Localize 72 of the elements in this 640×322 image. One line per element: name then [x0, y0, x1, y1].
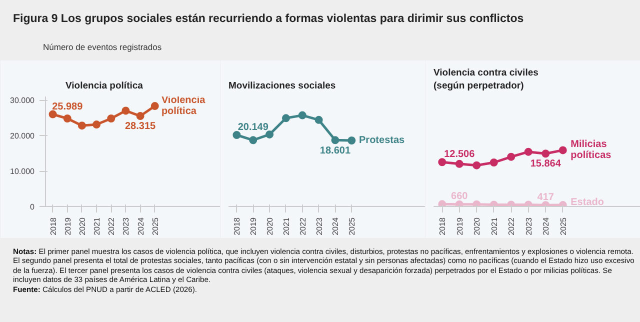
point — [472, 161, 481, 170]
y-tick-label: 20.000 — [10, 132, 36, 141]
point — [314, 116, 323, 124]
x-tick-label: 2023 — [524, 216, 534, 236]
point — [472, 200, 481, 206]
point — [232, 131, 241, 139]
series-label: Protestas — [359, 134, 406, 146]
data-label: 417 — [537, 192, 554, 204]
x-tick-label: 2020 — [472, 216, 482, 236]
x-tick-label: 2023 — [122, 216, 131, 236]
x-tick-label: 2020 — [266, 216, 275, 236]
y-tick-label: 0 — [30, 202, 36, 212]
point — [282, 114, 290, 122]
point — [92, 120, 101, 129]
x-tick-label: 2021 — [490, 216, 499, 236]
x-tick-label: 2021 — [92, 216, 102, 236]
x-tick-label: 2018 — [48, 216, 58, 236]
data-label: 660 — [451, 191, 468, 202]
point — [348, 136, 356, 144]
x-tick-label: 2025 — [348, 216, 357, 236]
series-label: Milicias políticas — [570, 139, 612, 162]
point — [507, 152, 516, 161]
series-label: Estado — [570, 197, 604, 208]
chart-title: Movilizaciones sociales — [228, 80, 336, 92]
x-tick-label: 2019 — [455, 216, 464, 236]
point — [63, 114, 72, 122]
y-tick-label: 30.000 — [10, 96, 36, 106]
x-tick-label: 2023 — [314, 216, 324, 236]
point — [150, 102, 159, 110]
data-label: 25.989 — [52, 101, 84, 112]
x-tick-label: 2022 — [507, 216, 516, 236]
x-tick-label: 2019 — [63, 216, 72, 236]
chart-title: Violencia contra civiles (según perpetrador) — [434, 67, 538, 92]
y-axis-title: Número de eventos registrados — [43, 41, 163, 54]
point — [455, 200, 464, 206]
x-tick-label: 2024 — [542, 216, 551, 236]
point — [78, 122, 86, 130]
x-tick-label: 2018 — [438, 216, 448, 236]
point — [542, 150, 550, 158]
chart-subtitle: Violencia política — [66, 80, 144, 92]
point — [107, 114, 116, 122]
data-label: 15.864 — [530, 158, 562, 170]
point — [438, 158, 446, 166]
point — [490, 200, 498, 206]
x-tick-label: 2019 — [249, 216, 258, 236]
x-tick-label: 2025 — [150, 216, 160, 236]
point — [524, 148, 532, 156]
point — [266, 130, 274, 138]
point — [438, 200, 446, 206]
text: Figura 9 Los grupos sociales están recurriendo a formas violentas para dirimir sus conflictos — [13, 12, 524, 27]
point — [490, 158, 498, 166]
point — [558, 146, 567, 154]
y-tick-label: 10.000 — [10, 167, 36, 176]
point — [249, 136, 258, 144]
data-label: 12.506 — [444, 149, 476, 160]
data-label: 28.315 — [125, 121, 156, 132]
x-tick-label: 2020 — [78, 216, 87, 236]
x-tick-label: 2024 — [331, 216, 340, 236]
point — [298, 111, 306, 120]
point — [331, 136, 340, 144]
data-label: 20.149 — [238, 122, 269, 134]
x-tick-label: 2018 — [232, 216, 242, 236]
point — [455, 160, 464, 168]
x-tick-label: 2022 — [298, 216, 308, 236]
point — [122, 106, 130, 115]
x-tick-label: 2021 — [282, 216, 291, 236]
x-tick-label: 2024 — [136, 216, 146, 236]
point — [48, 110, 57, 118]
x-tick-label: 2025 — [558, 216, 568, 236]
point — [136, 112, 144, 120]
data-label: 18.601 — [320, 145, 351, 156]
x-tick-label: 2022 — [107, 216, 116, 236]
